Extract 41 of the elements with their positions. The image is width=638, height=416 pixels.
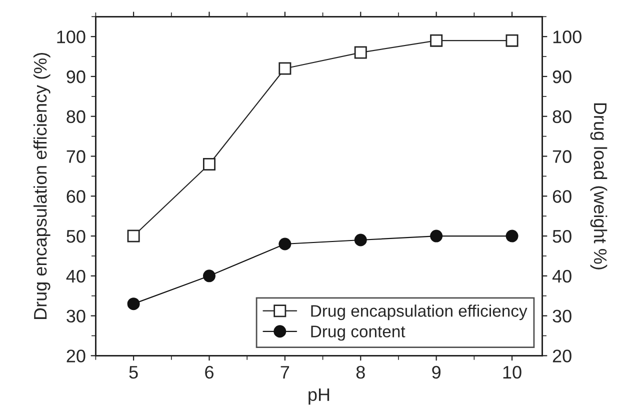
- point: [506, 34, 518, 47]
- point: [202, 158, 216, 170]
- x-tick-label: 7: [280, 366, 290, 378]
- y-tick-label: 100: [57, 30, 86, 44]
- point: [278, 238, 292, 250]
- point: [127, 298, 140, 310]
- x-tick-label: 6: [205, 366, 214, 379]
- x-tick-label: 10: [503, 366, 522, 379]
- y-tick-label: 40: [66, 270, 86, 283]
- x-tick-label: 8: [356, 366, 365, 379]
- y-tick-label: 80: [66, 110, 86, 124]
- point: [430, 34, 443, 47]
- y2-axis-title: Drug load (weight %): [590, 103, 608, 270]
- x-axis-title: pH: [308, 388, 330, 405]
- y2-tick-label: 70: [552, 150, 572, 163]
- y2-tick-label: 20: [552, 350, 572, 362]
- point: [202, 270, 216, 282]
- y-axis-title: Drug encapsulation efficiency (%): [33, 52, 50, 319]
- legend-label: Drug encapsulation efficiency: [311, 304, 528, 320]
- point: [430, 230, 443, 242]
- y-tick-label: 20: [66, 350, 86, 362]
- y2-tick-label: 30: [552, 310, 572, 323]
- point: [278, 62, 292, 75]
- x-tick-label: 9: [432, 366, 440, 379]
- y2-tick-label: 100: [553, 30, 582, 44]
- y2-tick-label: 60: [552, 190, 572, 203]
- point: [127, 230, 140, 242]
- y-tick-label: 70: [66, 150, 86, 163]
- y2-tick-label: 90: [552, 70, 572, 84]
- y-tick-label: 60: [66, 190, 86, 203]
- point: [506, 230, 518, 242]
- y-tick-label: 50: [66, 230, 86, 243]
- point: [354, 46, 367, 59]
- y2-tick-label: 40: [552, 270, 572, 283]
- x-tick-label: 5: [129, 366, 138, 379]
- point: [354, 234, 367, 246]
- y-tick-label: 90: [66, 70, 86, 84]
- y2-tick-label: 80: [552, 110, 572, 124]
- y2-tick-label: 50: [552, 230, 572, 243]
- legend-label: Drug content: [311, 326, 406, 341]
- y-tick-label: 30: [66, 310, 86, 323]
